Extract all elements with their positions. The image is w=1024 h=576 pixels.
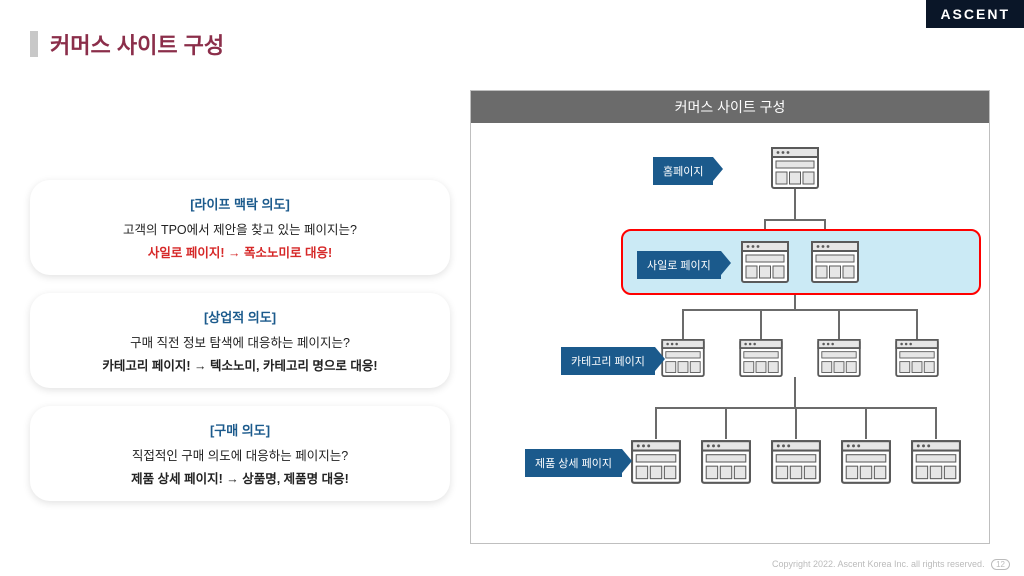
connector [764, 219, 826, 221]
cards-column: [라이프 맥락 의도] 고객의 TPO에서 제안을 찾고 있는 페이지는? 사일… [30, 90, 470, 544]
page-icon [771, 439, 821, 490]
page-icon [661, 339, 705, 382]
copyright-text: Copyright 2022. Ascent Korea Inc. all ri… [772, 559, 985, 569]
connector [682, 309, 684, 339]
page-icon [741, 241, 789, 288]
title-bar: 커머스 사이트 구성 [0, 0, 1024, 60]
page-icon [739, 339, 783, 382]
panel-header: 커머스 사이트 구성 [471, 91, 989, 123]
card-answer: 사일로 페이지! → 폭소노미로 대응! [48, 242, 432, 261]
card-answer: 제품 상세 페이지! → 상품명, 제품명 대응! [48, 468, 432, 487]
connector [794, 377, 796, 407]
card-title: [상업적 의도] [48, 307, 432, 326]
page-number: 12 [991, 559, 1010, 570]
connector [795, 407, 797, 439]
hierarchy-label-silo: 사일로 페이지 [637, 251, 721, 279]
page-icon [771, 147, 819, 194]
hierarchy-label-category: 카테고리 페이지 [561, 347, 655, 375]
card-question: 구매 직전 정보 탐색에 대응하는 페이지는? [48, 332, 432, 351]
connector [655, 407, 657, 439]
connector [935, 407, 937, 439]
connector [838, 309, 840, 339]
card-answer: 카테고리 페이지! → 텍소노미, 카테고리 명으로 대응! [48, 355, 432, 374]
page-icon [895, 339, 939, 382]
brand-logo: ASCENT [926, 0, 1024, 28]
page-icon [911, 439, 961, 490]
card-title: [라이프 맥락 의도] [48, 194, 432, 213]
card-title: [구매 의도] [48, 420, 432, 439]
page-icon [811, 241, 859, 288]
card-question: 직접적인 구매 의도에 대응하는 페이지는? [48, 445, 432, 464]
page-icon [841, 439, 891, 490]
connector [760, 309, 762, 339]
footer: Copyright 2022. Ascent Korea Inc. all ri… [772, 559, 1010, 570]
page-icon [701, 439, 751, 490]
content: [라이프 맥락 의도] 고객의 TPO에서 제안을 찾고 있는 페이지는? 사일… [0, 60, 1024, 544]
card-commercial: [상업적 의도] 구매 직전 정보 탐색에 대응하는 페이지는? 카테고리 페이… [30, 293, 450, 388]
title-accent [30, 31, 38, 57]
card-life: [라이프 맥락 의도] 고객의 TPO에서 제안을 찾고 있는 페이지는? 사일… [30, 180, 450, 275]
connector [916, 309, 918, 339]
page-icon [817, 339, 861, 382]
page-icon [631, 439, 681, 490]
connector [682, 309, 918, 311]
connector [725, 407, 727, 439]
hierarchy-label-home: 홈페이지 [653, 157, 713, 185]
panel-body: 홈페이지 사일로 페이지 카테고리 페이지 [471, 123, 989, 543]
hierarchy-panel: 커머스 사이트 구성 홈페이지 사일로 페이지 카테고리 페이지 [470, 90, 990, 544]
hierarchy-label-detail: 제품 상세 페이지 [525, 449, 622, 477]
page-title: 커머스 사이트 구성 [50, 28, 224, 60]
card-purchase: [구매 의도] 직접적인 구매 의도에 대응하는 페이지는? 제품 상세 페이지… [30, 406, 450, 501]
card-question: 고객의 TPO에서 제안을 찾고 있는 페이지는? [48, 219, 432, 238]
connector [865, 407, 867, 439]
